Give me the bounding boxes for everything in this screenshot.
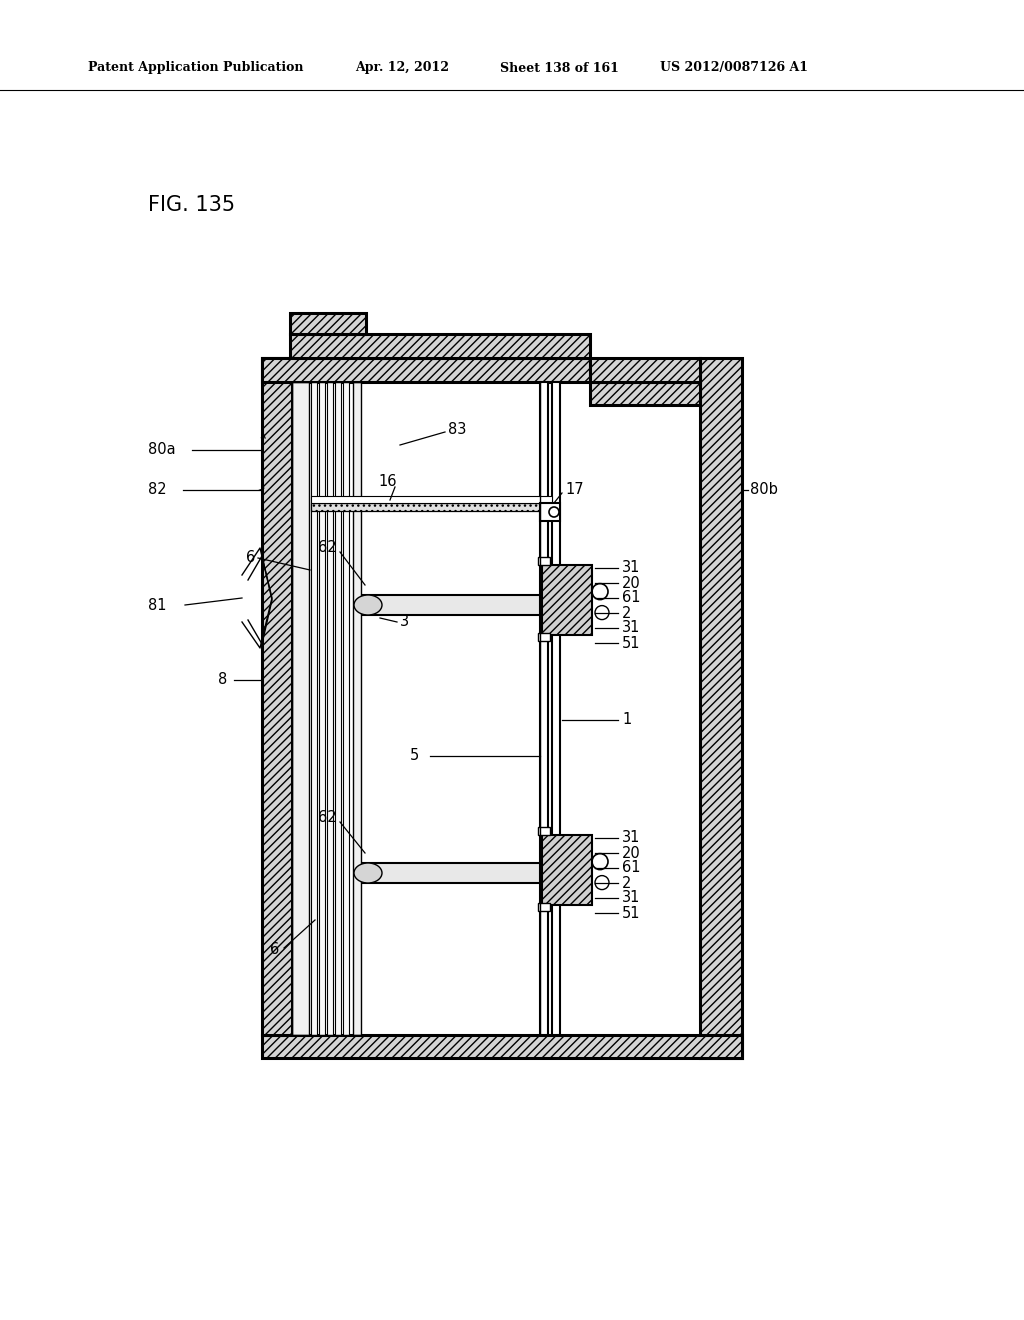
Text: 16: 16 [378, 474, 396, 490]
Bar [353, 381, 361, 1035]
Text: 8: 8 [218, 672, 227, 688]
Bar [590, 358, 700, 381]
Text: Sheet 138 of 161: Sheet 138 of 161 [500, 62, 618, 74]
Text: 61: 61 [622, 590, 640, 606]
Bar [311, 496, 552, 503]
Text: FIG. 135: FIG. 135 [148, 195, 236, 215]
Bar [311, 381, 317, 1035]
Bar [538, 634, 550, 642]
Bar [540, 381, 548, 1035]
Text: 31: 31 [622, 561, 640, 576]
Ellipse shape [354, 595, 382, 615]
Bar [362, 863, 540, 883]
Text: 2: 2 [622, 875, 632, 891]
Text: Apr. 12, 2012: Apr. 12, 2012 [355, 62, 449, 74]
Bar [319, 381, 325, 1035]
Text: 17: 17 [565, 483, 584, 498]
Bar [292, 381, 309, 1035]
Text: 62: 62 [318, 540, 337, 556]
Text: 62: 62 [318, 810, 337, 825]
Bar [552, 381, 560, 1035]
Bar [700, 358, 742, 1059]
Text: 83: 83 [449, 422, 466, 437]
Text: 3: 3 [400, 615, 410, 630]
Text: 6: 6 [246, 550, 255, 565]
Text: 20: 20 [622, 846, 641, 861]
Text: 1: 1 [622, 713, 631, 727]
Text: 82: 82 [148, 483, 167, 498]
Bar [590, 381, 700, 405]
Text: 61: 61 [622, 861, 640, 875]
Text: 6: 6 [270, 942, 280, 957]
Text: 80b: 80b [750, 483, 778, 498]
Bar [362, 595, 540, 615]
Bar [290, 313, 366, 334]
Bar [538, 828, 550, 836]
Bar [542, 565, 592, 635]
Bar [290, 334, 590, 358]
Text: 81: 81 [148, 598, 167, 612]
Bar [327, 381, 333, 1035]
Text: 51: 51 [622, 906, 640, 920]
Text: 2: 2 [622, 606, 632, 620]
Bar [335, 381, 341, 1035]
Bar [311, 503, 552, 511]
Text: Patent Application Publication: Patent Application Publication [88, 62, 303, 74]
Text: 20: 20 [622, 576, 641, 590]
Text: 80a: 80a [148, 442, 176, 458]
Bar [540, 503, 560, 521]
Bar [538, 557, 550, 565]
Text: 31: 31 [622, 891, 640, 906]
Bar [538, 903, 550, 911]
Text: 31: 31 [622, 620, 640, 635]
Bar [343, 381, 349, 1035]
Text: 51: 51 [622, 635, 640, 651]
Bar [542, 836, 592, 906]
Bar [262, 358, 590, 381]
Text: 31: 31 [622, 830, 640, 846]
Text: US 2012/0087126 A1: US 2012/0087126 A1 [660, 62, 808, 74]
Bar [262, 1035, 742, 1059]
Bar [262, 358, 292, 1035]
Text: 5: 5 [410, 748, 419, 763]
Ellipse shape [354, 863, 382, 883]
